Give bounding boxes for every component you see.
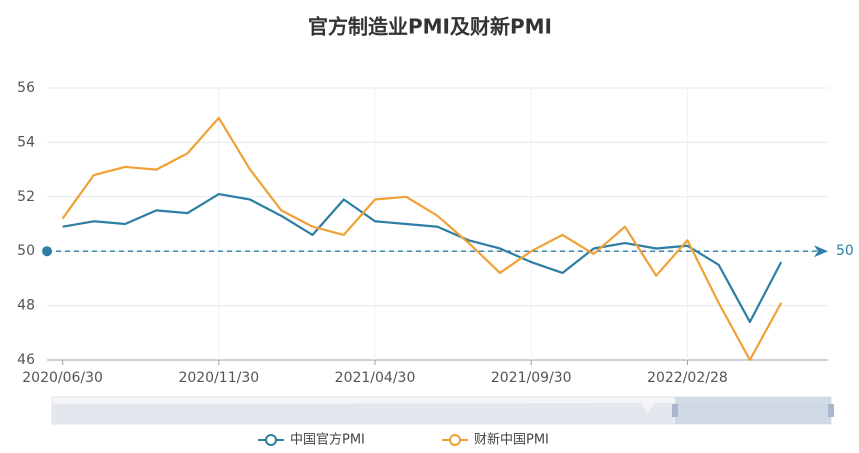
y-tick-label: 54 <box>17 134 35 150</box>
y-tick-label: 52 <box>17 189 35 205</box>
y-tick-label: 46 <box>17 352 35 368</box>
zoom-shadow <box>52 403 831 424</box>
zoom-handle[interactable] <box>672 404 678 417</box>
x-tick-label: 2020/11/30 <box>178 370 259 386</box>
zoom-slider[interactable] <box>51 396 834 425</box>
legend-marker <box>265 434 277 446</box>
y-tick-label: 48 <box>17 298 35 314</box>
legend-label: 中国官方PMI <box>290 432 365 448</box>
mark-line-label: 50 <box>836 243 854 259</box>
mark-line-arrow <box>814 245 828 258</box>
chart-title: 官方制造业PMI及财新PMI <box>308 15 552 39</box>
x-tick-label: 2020/06/30 <box>22 370 103 386</box>
series-line <box>62 192 783 324</box>
x-tick-label: 2021/04/30 <box>335 370 416 386</box>
x-tick-label: 2022/02/28 <box>647 370 728 386</box>
series-line <box>61 116 783 362</box>
zoom-handle[interactable] <box>828 404 834 417</box>
x-tick-label: 2021/09/30 <box>491 370 572 386</box>
y-tick-label: 56 <box>17 80 35 96</box>
legend-item[interactable]: 财新中国PMI <box>442 432 549 448</box>
zoom-window[interactable] <box>675 397 831 424</box>
mark-line-start <box>42 246 52 257</box>
legend-marker <box>449 434 461 446</box>
legend-item[interactable]: 中国官方PMI <box>258 432 365 448</box>
y-tick-label: 50 <box>17 243 35 259</box>
legend-label: 财新中国PMI <box>474 432 549 448</box>
